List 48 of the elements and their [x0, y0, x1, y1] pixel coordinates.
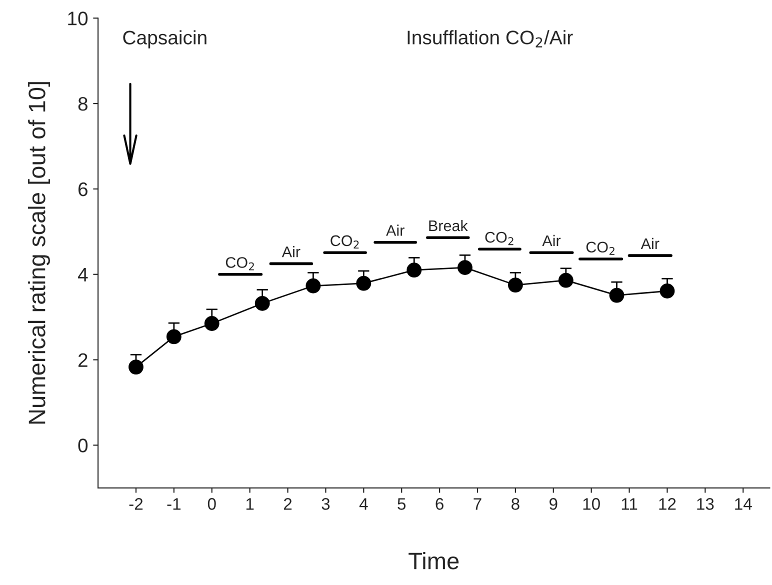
- x-tick-label: 12: [659, 498, 676, 510]
- x-tick-label: 11: [622, 498, 638, 510]
- x-tick-label: -2: [129, 498, 143, 510]
- point: [204, 316, 220, 331]
- point: [508, 278, 523, 293]
- x-tick-label: 8: [512, 498, 520, 510]
- point: [128, 360, 144, 374]
- series-label: Air: [542, 234, 561, 246]
- y-tick-label: 4: [78, 268, 88, 282]
- x-tick-label: 13: [697, 498, 714, 510]
- point: [406, 262, 422, 278]
- series-label: Air: [282, 246, 300, 258]
- x-tick-label: 6: [436, 498, 444, 510]
- y-tick-label: 2: [78, 353, 88, 367]
- x-tick-label: 7: [474, 498, 482, 510]
- x-tick-label: 4: [359, 498, 368, 510]
- series-label: Air: [640, 238, 660, 249]
- point: [458, 260, 472, 275]
- point: [166, 329, 182, 344]
- x-tick-label: 0: [208, 498, 216, 510]
- annotation: Capsaicin: [123, 30, 206, 48]
- y-tick-label: 6: [78, 182, 88, 196]
- point: [609, 288, 624, 303]
- series-label: CO$_{2}$: [226, 257, 254, 270]
- x-tick-label: 5: [398, 498, 406, 510]
- series-label: CO$_{2}$: [586, 242, 614, 255]
- x-tick-label: -1: [167, 498, 181, 510]
- point: [660, 284, 675, 298]
- y-axis-title: Numerical rating scale [out of 10]: [28, 82, 50, 424]
- x-tick-label: 2: [284, 498, 292, 510]
- x-axis-title: Time: [408, 552, 459, 570]
- x-tick-label: 1: [246, 498, 254, 510]
- x-tick-label: 3: [322, 498, 330, 510]
- y-tick-label: 0: [78, 438, 88, 452]
- y-tick-label: 10: [68, 12, 88, 26]
- annotation: Insufflation CO$_{2}$/Air: [408, 30, 573, 48]
- point: [254, 296, 270, 311]
- series-label: CO$_{2}$: [330, 235, 359, 248]
- x-tick-label: 9: [550, 498, 558, 510]
- y-tick-label: 8: [78, 97, 88, 111]
- point: [356, 276, 372, 291]
- x-tick-label: 10: [583, 498, 600, 510]
- series-label: Air: [386, 224, 404, 236]
- series-label: CO$_{2}$: [485, 232, 514, 246]
- point: [558, 272, 574, 288]
- series-label: Break: [429, 220, 468, 232]
- x-tick-label: 14: [735, 498, 752, 510]
- point: [306, 278, 321, 294]
